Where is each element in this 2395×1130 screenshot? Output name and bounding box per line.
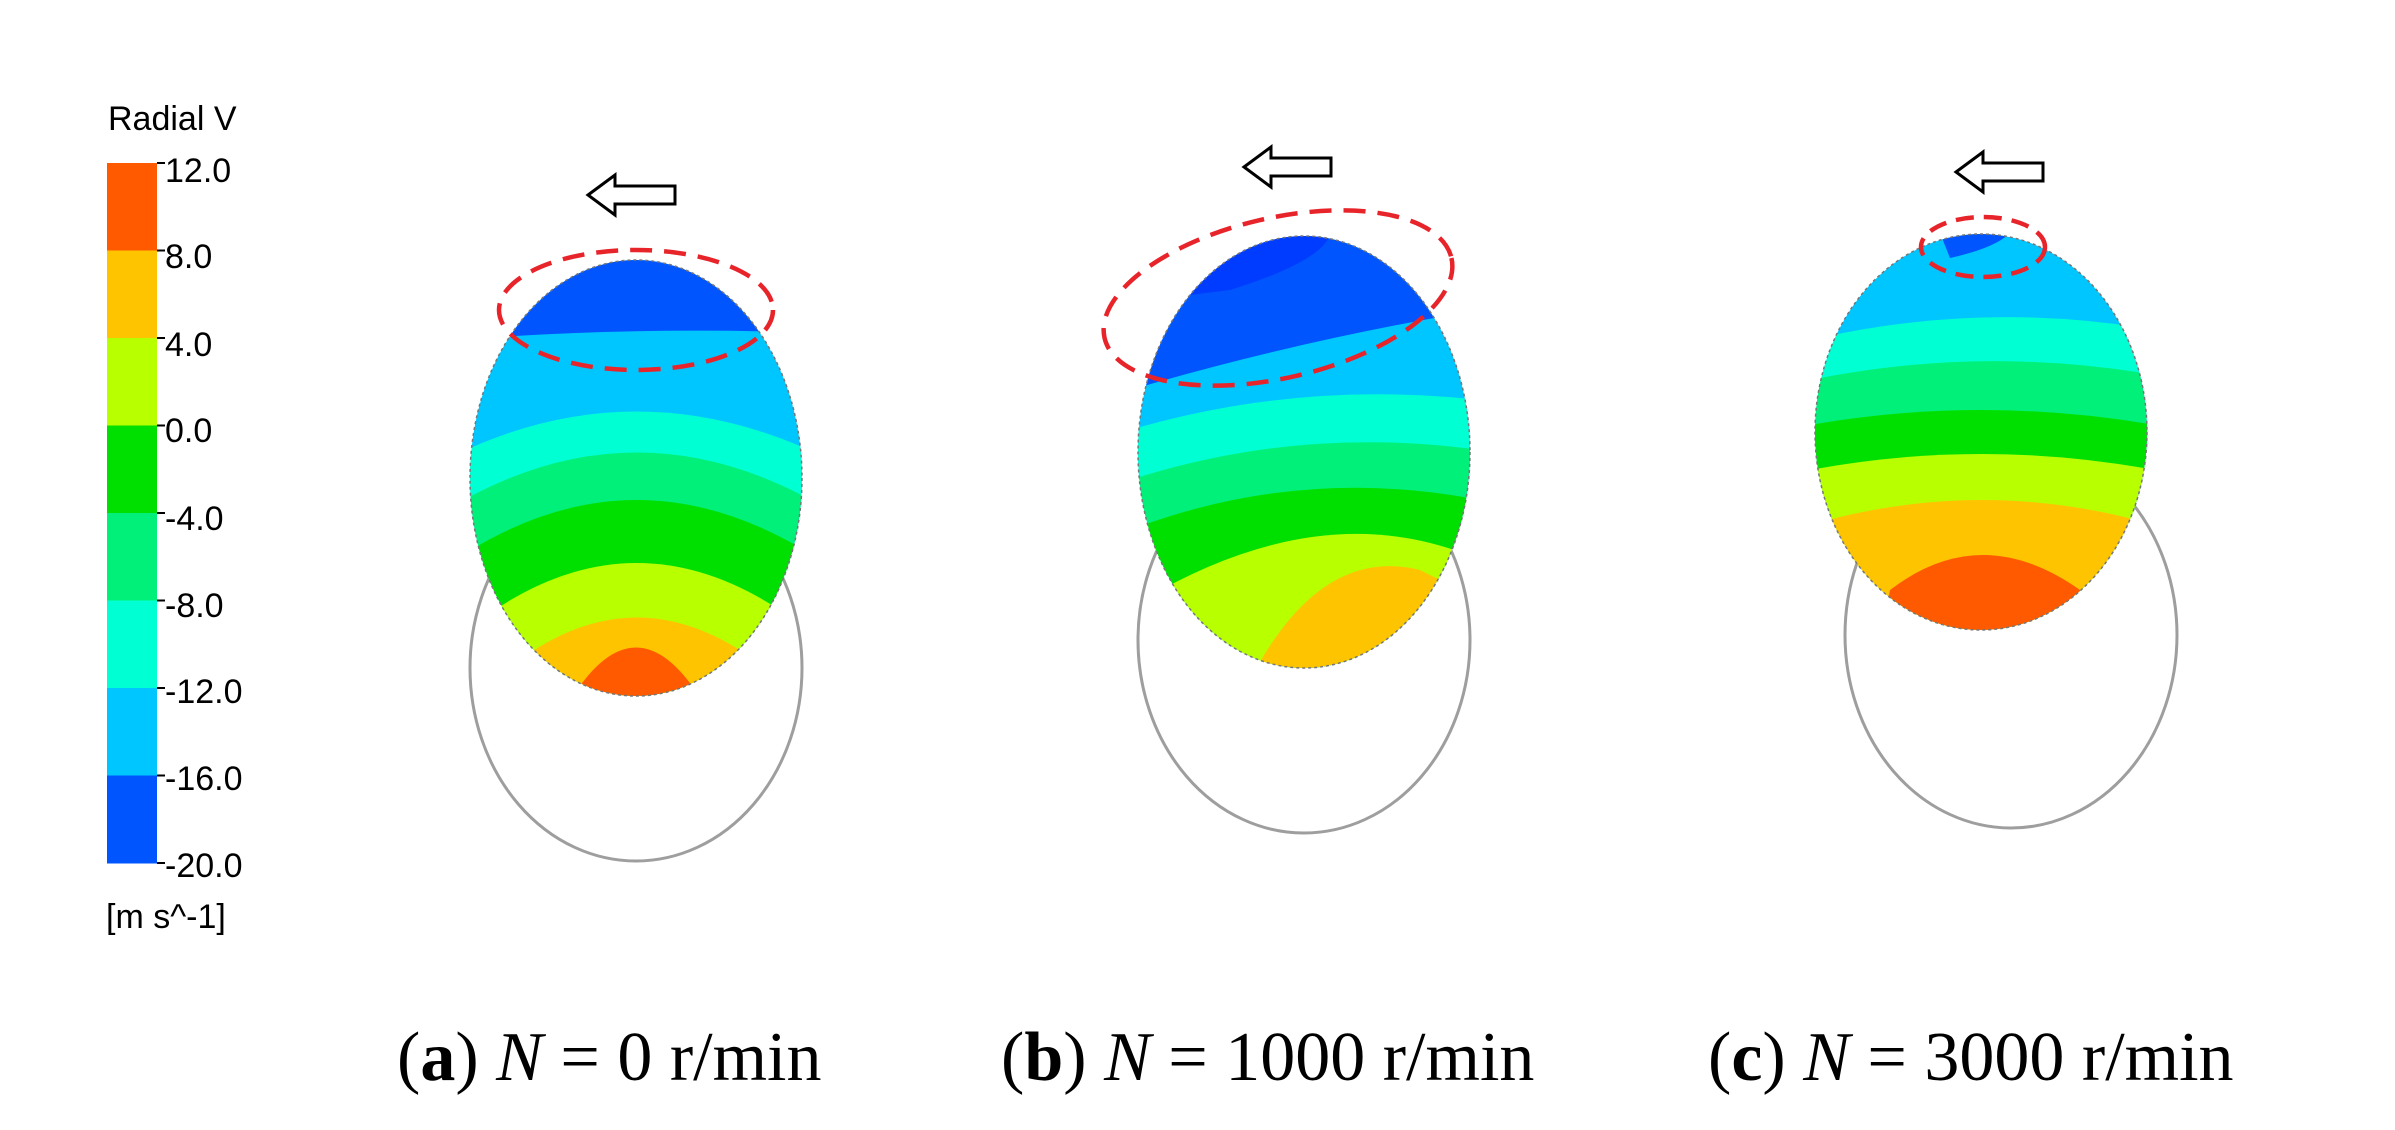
caption-c: (c) N = 3000 r/min bbox=[1708, 1019, 2234, 1096]
contour-outline bbox=[1814, 233, 2148, 631]
legend-tick-label: -20.0 bbox=[165, 847, 243, 885]
legend-tick-label: -8.0 bbox=[165, 587, 224, 625]
contour-band bbox=[1940, 234, 2010, 258]
caption-letter: c bbox=[1731, 1019, 1762, 1096]
color-legend: Radial V 12.0 8.0 4.0 0.0 -4.0 -8.0 -12.… bbox=[106, 100, 243, 936]
caption-equals: = bbox=[1850, 1019, 1924, 1096]
velocity-contour-b bbox=[1138, 236, 1470, 668]
legend-tick-label: -12.0 bbox=[165, 673, 243, 711]
caption-letter: a bbox=[420, 1019, 455, 1096]
contour-band bbox=[540, 647, 732, 696]
caption-symbol: N bbox=[1103, 1019, 1154, 1096]
legend-tick-label: 8.0 bbox=[165, 238, 212, 276]
caption-speed: 3000 r/min bbox=[1924, 1019, 2233, 1096]
legend-title: Radial V bbox=[108, 100, 237, 138]
left-arrow-icon bbox=[585, 172, 677, 218]
legend-unit: [m s^-1] bbox=[106, 898, 226, 936]
left-arrow-icon bbox=[1241, 144, 1333, 190]
legend-band bbox=[107, 425, 157, 514]
legend-band bbox=[107, 600, 157, 689]
legend-band bbox=[107, 338, 157, 426]
caption-symbol: N bbox=[1802, 1019, 1853, 1096]
panel-c bbox=[1814, 149, 2179, 830]
legend-tick-label: -16.0 bbox=[165, 760, 243, 798]
legend-tick-label: 4.0 bbox=[165, 326, 212, 364]
legend-band bbox=[107, 163, 157, 251]
caption-b: (b) N = 1000 r/min bbox=[1001, 1019, 1534, 1096]
velocity-contour-c bbox=[1815, 234, 2147, 630]
legend-band bbox=[107, 250, 157, 339]
caption-letter: b bbox=[1024, 1019, 1063, 1096]
legend-color-bar bbox=[107, 162, 165, 864]
caption-equals: = bbox=[543, 1019, 617, 1096]
contour-outline bbox=[1137, 235, 1471, 669]
highlight-ellipse bbox=[1918, 214, 2048, 280]
legend-band bbox=[107, 513, 157, 601]
panel-a bbox=[468, 172, 804, 863]
highlight-ellipse bbox=[1101, 208, 1455, 388]
legend-tick-label: 12.0 bbox=[165, 152, 231, 190]
caption-symbol: N bbox=[495, 1019, 546, 1096]
panel-b bbox=[1101, 144, 1472, 835]
caption-speed: 1000 r/min bbox=[1225, 1019, 1534, 1096]
legend-band bbox=[107, 688, 157, 776]
highlight-ellipse bbox=[496, 247, 776, 373]
contour-outline bbox=[469, 259, 803, 697]
legend-tick-label: -4.0 bbox=[165, 500, 224, 538]
caption-a: (a) N = 0 r/min bbox=[397, 1019, 821, 1096]
caption-equals: = bbox=[1151, 1019, 1225, 1096]
legend-tick-label: 0.0 bbox=[165, 412, 212, 450]
legend-band bbox=[107, 775, 157, 864]
left-arrow-icon bbox=[1953, 149, 2045, 195]
legend-tick-labels: 12.0 8.0 4.0 0.0 -4.0 -8.0 -12.0 -16.0 -… bbox=[165, 152, 243, 885]
caption-speed: 0 r/min bbox=[617, 1019, 821, 1096]
